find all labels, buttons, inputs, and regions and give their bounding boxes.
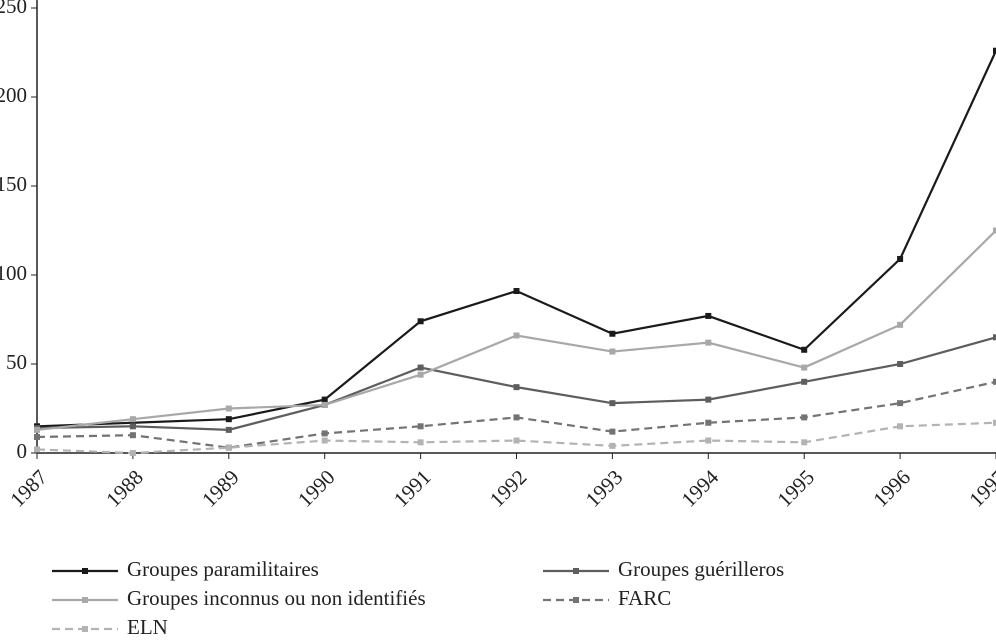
point [609, 348, 616, 355]
x-tick-label: 1993 [581, 465, 628, 512]
legend-label: ELN [127, 615, 168, 639]
point [609, 428, 616, 435]
y-tick-label: 50 [6, 350, 27, 374]
point [993, 227, 996, 234]
point [801, 414, 808, 421]
point [801, 364, 808, 371]
point [513, 288, 520, 295]
legend-label: FARC [618, 586, 671, 610]
point [34, 433, 40, 440]
point [897, 423, 904, 430]
point [705, 339, 712, 346]
x-tick-label: 1987 [5, 465, 52, 512]
y-tick-label: 0 [17, 439, 28, 463]
legend-marker [82, 597, 88, 603]
point [897, 361, 904, 367]
point [993, 334, 996, 341]
x-tick-label: 1991 [389, 465, 436, 512]
point [321, 401, 328, 408]
point [129, 423, 136, 430]
x-tick-label: 1995 [772, 465, 819, 512]
point [225, 444, 232, 451]
point [705, 312, 712, 319]
point [321, 396, 328, 403]
point [609, 442, 616, 449]
point [513, 437, 520, 444]
x-tick-label: 1996 [868, 465, 915, 512]
point [705, 419, 712, 426]
legend-label: Groupes paramilitaires [127, 557, 319, 581]
legend-marker [573, 568, 579, 574]
x-tick-label: 1994 [677, 465, 724, 512]
y-tick-label: 200 [0, 83, 27, 107]
point [129, 432, 136, 439]
point [897, 255, 904, 262]
point [417, 423, 424, 430]
point [417, 439, 424, 446]
point [705, 396, 712, 403]
y-tick-label: 100 [0, 261, 27, 285]
point [801, 378, 808, 385]
series-line [36, 421, 996, 455]
y-tick-label: 150 [0, 172, 27, 196]
point [321, 437, 328, 444]
series-line [36, 50, 996, 428]
x-tick-label: 1997 [964, 465, 996, 512]
legend-label: Groupes inconnus ou non identifiés [127, 586, 426, 610]
point [321, 430, 328, 437]
point [417, 318, 424, 325]
point [609, 400, 616, 407]
point [993, 47, 996, 54]
y-tick-label: 250 [0, 0, 27, 18]
legend-marker [573, 597, 579, 603]
x-tick-label: 1992 [485, 465, 532, 512]
point [801, 346, 808, 353]
legend-label: Groupes guérilleros [618, 557, 784, 581]
point [609, 330, 616, 337]
point [34, 446, 40, 453]
point [129, 450, 136, 456]
point [897, 400, 904, 407]
point [34, 426, 40, 433]
point [225, 416, 232, 423]
point [513, 414, 520, 421]
point [705, 437, 712, 444]
point [993, 419, 996, 426]
point [129, 416, 136, 423]
point [225, 405, 232, 412]
x-tick-label: 1990 [293, 465, 340, 512]
point [801, 439, 808, 446]
point [417, 371, 424, 378]
series-line [36, 229, 996, 431]
point [225, 426, 232, 433]
point [513, 332, 520, 339]
x-tick-label: 1989 [197, 465, 244, 512]
point [513, 384, 520, 391]
legend-marker [82, 568, 88, 574]
point [417, 364, 424, 371]
point [993, 378, 996, 385]
point [129, 419, 136, 426]
x-tick-label: 1988 [101, 465, 148, 512]
legend-marker [82, 626, 88, 632]
point [897, 321, 904, 328]
